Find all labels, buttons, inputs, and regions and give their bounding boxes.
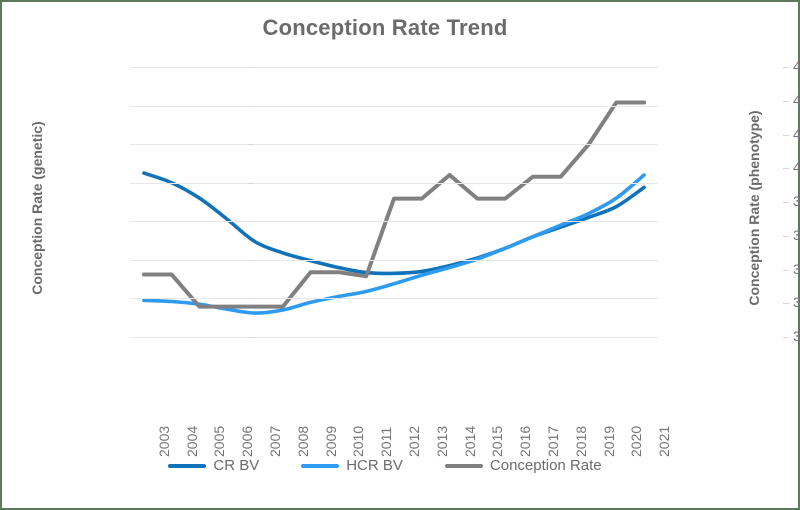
gridline xyxy=(130,105,658,107)
x-tick-label: 2014 xyxy=(461,425,478,457)
chart-canvas: Conception Rate Trend Conception Rate (g… xyxy=(5,5,800,507)
y-tick-mark-left xyxy=(248,221,254,223)
y-tick-mark-left xyxy=(248,259,254,261)
y-tick-label-right: 40% xyxy=(793,159,800,176)
x-tick-label: 2010 xyxy=(350,425,367,457)
gridline xyxy=(130,337,658,338)
series-layer xyxy=(141,100,647,315)
y-tick-mark-right xyxy=(783,235,789,237)
chart-legend: CR BV HCR BV Conception Rate xyxy=(5,457,765,474)
y-tick-mark-left xyxy=(248,67,254,68)
legend-label: HCR BV xyxy=(346,457,403,474)
y-tick-mark-right xyxy=(783,134,789,136)
x-tick-label: 2017 xyxy=(544,425,561,457)
gridline xyxy=(130,182,658,184)
y-tick-mark-left xyxy=(248,337,254,338)
y-axis-title-left: Conception Rate (genetic) xyxy=(29,121,45,295)
y-tick-label-right: 38% xyxy=(793,226,800,243)
x-tick-label: 2007 xyxy=(267,425,284,457)
y-tick-mark-right xyxy=(783,303,789,305)
y-tick-mark-left xyxy=(248,105,254,107)
x-tick-label: 2021 xyxy=(656,425,673,457)
y-tick-label-right: 43% xyxy=(793,58,800,74)
y-tick-label-right: 35% xyxy=(793,328,800,344)
plot-area: 5%4%3%2%1%0%-1%-2% 43%42%41%40%39%38%37%… xyxy=(130,58,800,457)
x-tick-label: 2011 xyxy=(378,426,395,457)
legend-label: CR BV xyxy=(213,457,260,474)
x-tick-label: 2006 xyxy=(239,425,256,457)
y-tick-label-right: 41% xyxy=(793,125,800,142)
gridline xyxy=(130,144,658,146)
legend-item[interactable]: HCR BV xyxy=(301,457,403,474)
x-tick-label: 2004 xyxy=(183,425,200,457)
gridline xyxy=(130,298,658,300)
x-tick-label: 2019 xyxy=(600,425,617,457)
gridline xyxy=(130,221,658,223)
legend-swatch-icon xyxy=(168,463,207,468)
y-tick-label-right: 36% xyxy=(793,294,800,311)
y-tick-mark-right xyxy=(783,67,789,68)
gridline xyxy=(130,67,658,68)
y-tick-mark-left xyxy=(248,182,254,184)
y-axis-title-right: Conception Rate (phenotype) xyxy=(746,110,762,306)
x-tick-label: 2016 xyxy=(517,425,534,457)
series-line xyxy=(142,173,646,315)
legend-label: Conception Rate xyxy=(489,457,602,474)
x-tick-label: 2020 xyxy=(628,425,645,457)
x-tick-label: 2009 xyxy=(322,425,339,457)
y-tick-mark-left xyxy=(248,144,254,146)
y-tick-mark-right xyxy=(783,337,789,338)
y-tick-mark-right xyxy=(783,269,789,271)
chart-title: Conception Rate Trend xyxy=(262,15,508,40)
gridline xyxy=(130,259,658,261)
x-tick-label: 2012 xyxy=(406,425,422,457)
legend-swatch-icon xyxy=(301,463,340,468)
y-tick-mark-right xyxy=(783,202,789,203)
y-tick-mark-right xyxy=(783,168,789,170)
x-tick-label: 2005 xyxy=(211,425,228,457)
x-tick-label: 2008 xyxy=(294,425,311,457)
series-line xyxy=(141,100,647,309)
y-tick-label-right: 37% xyxy=(793,260,800,277)
y-tick-mark-left xyxy=(248,298,254,300)
x-tick-label: 2018 xyxy=(572,425,589,457)
x-tick-label: 2013 xyxy=(433,425,450,457)
legend-swatch-icon xyxy=(444,463,483,468)
legend-item[interactable]: CR BV xyxy=(168,457,259,474)
y-tick-label-right: 42% xyxy=(793,91,800,108)
x-tick-label: 2015 xyxy=(489,425,506,457)
y-tick-label-right: 39% xyxy=(793,193,800,209)
y-tick-mark-right xyxy=(783,100,789,102)
x-tick-label: 2003 xyxy=(155,425,172,457)
legend-item[interactable]: Conception Rate xyxy=(444,457,602,474)
